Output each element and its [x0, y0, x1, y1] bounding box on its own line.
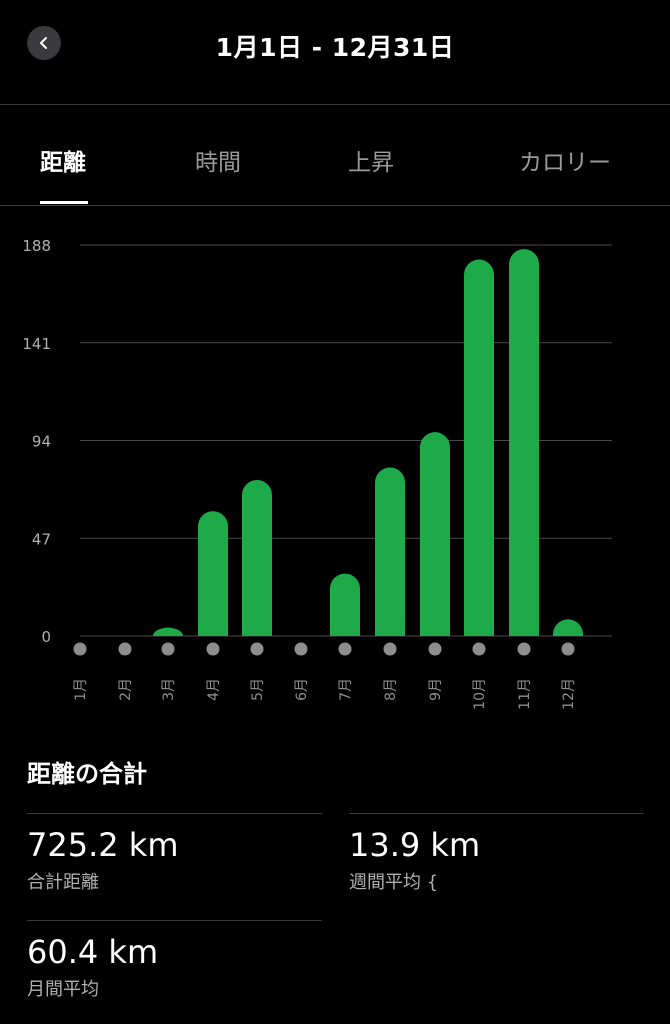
divider: [27, 813, 322, 814]
x-tick-label: 4月: [206, 678, 222, 701]
stat-value: 725.2 km: [27, 826, 179, 864]
x-tick-label: 7月: [338, 678, 354, 701]
stat-weekly-average: 13.9 km 週間平均 {: [349, 826, 480, 894]
x-tick-label: 9月: [428, 678, 444, 701]
tab-distance[interactable]: 距離: [40, 150, 86, 176]
y-tick-label: 0: [41, 628, 51, 646]
bar: [375, 467, 405, 636]
tab-elevation[interactable]: 上昇: [348, 150, 394, 176]
divider: [349, 813, 644, 814]
month-dot: [561, 642, 575, 656]
bar: [553, 619, 583, 636]
stat-label: 合計距離: [27, 872, 99, 893]
back-button[interactable]: [27, 26, 61, 60]
active-tab-indicator: [40, 201, 88, 204]
divider: [27, 920, 322, 921]
bar: [464, 259, 494, 636]
metric-tabs: 距離 時間 上昇 カロリー: [0, 105, 670, 206]
y-tick-label: 141: [22, 335, 51, 353]
stat-monthly-average: 60.4 km 月間平均: [27, 933, 158, 1001]
month-dot: [428, 642, 442, 656]
x-tick-label: 8月: [383, 678, 399, 701]
bar: [153, 627, 183, 636]
stat-label: 月間平均: [27, 979, 99, 1000]
y-tick-label: 188: [22, 237, 51, 255]
x-tick-label: 3月: [161, 678, 177, 701]
monthly-distance-chart: 0 47 94 141 188 1月 2月 3月 4月 5月 6月 7月 8月 9月 10月 11月 12月: [22, 237, 612, 710]
header: 1月1日 - 12月31日: [0, 0, 670, 105]
bar: [509, 249, 539, 636]
month-dot: [383, 642, 397, 656]
stat-value: 60.4 km: [27, 933, 159, 971]
x-tick-label: 1月: [73, 678, 89, 701]
date-range-title: 1月1日 - 12月31日: [215, 33, 455, 62]
bar: [242, 480, 272, 636]
x-tick-label: 2月: [118, 678, 134, 701]
month-dot: [338, 642, 352, 656]
x-tick-label: 6月: [294, 678, 310, 701]
month-dot: [472, 642, 486, 656]
bar: [420, 432, 450, 636]
month-dot: [118, 642, 132, 656]
bar: [198, 511, 228, 636]
x-tick-label: 12月: [561, 678, 577, 710]
month-dot: [161, 642, 175, 656]
stat-label: 週間平均 {: [349, 872, 439, 893]
chevron-left-icon: [40, 37, 47, 49]
x-tick-label: 10月: [472, 678, 488, 710]
month-dot: [73, 642, 87, 656]
tab-calories[interactable]: カロリー: [519, 150, 611, 176]
y-tick-label: 47: [32, 530, 51, 548]
stat-total-distance: 725.2 km 合計距離: [27, 826, 178, 894]
stat-value: 13.9 km: [349, 826, 481, 864]
x-tick-label: 11月: [517, 678, 533, 710]
bar: [330, 573, 360, 636]
x-tick-label: 5月: [250, 678, 266, 701]
month-dot: [206, 642, 220, 656]
month-dot: [250, 642, 264, 656]
month-dot: [517, 642, 531, 656]
y-tick-label: 94: [32, 433, 51, 451]
summary-title: 距離の合計: [27, 760, 147, 788]
month-dot: [294, 642, 308, 656]
tab-time[interactable]: 時間: [195, 150, 241, 176]
